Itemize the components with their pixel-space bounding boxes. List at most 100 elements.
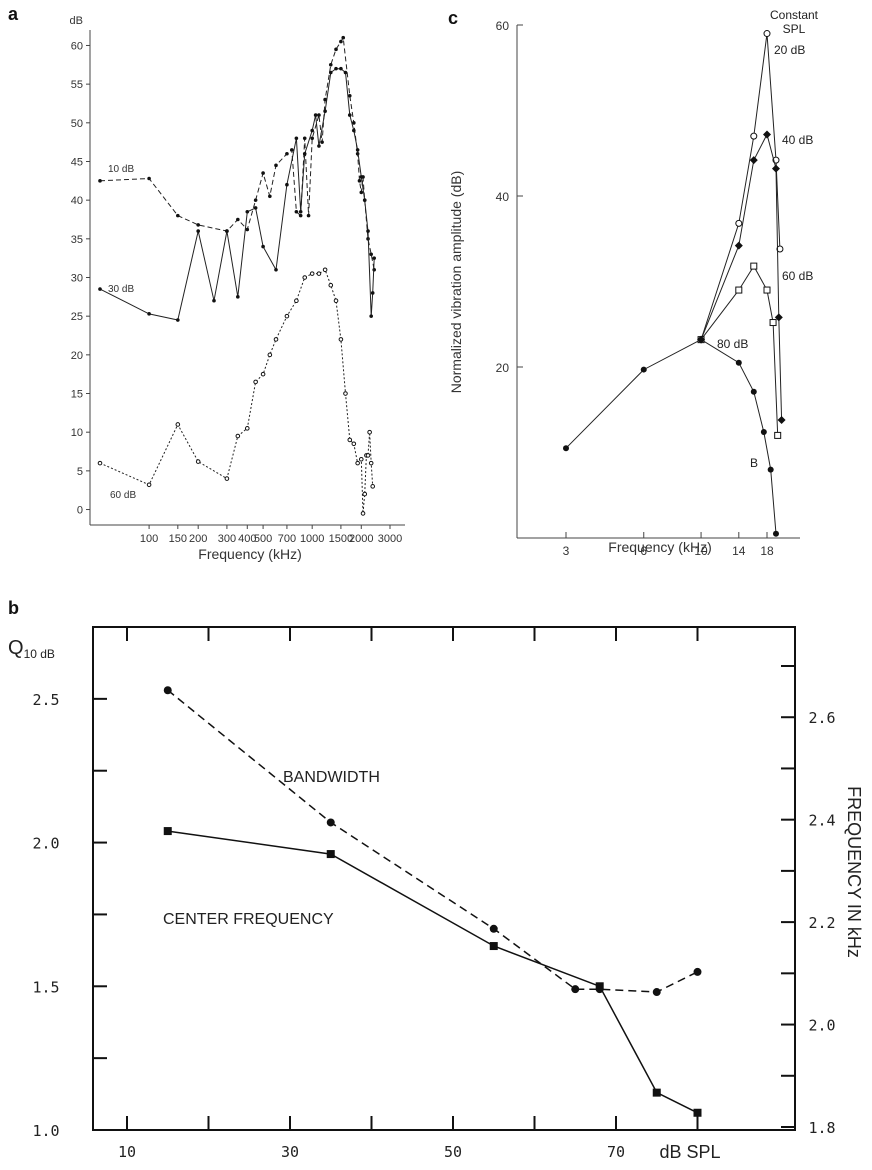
point-a-60-db-19 — [338, 337, 344, 342]
point-a-60-db-13 — [302, 275, 308, 280]
x-tick-label-a-500: 500 — [254, 533, 272, 545]
point-a-30-db-27 — [362, 198, 367, 202]
point-a-60-db-11 — [284, 313, 290, 319]
point-c-80-db-4 — [750, 388, 757, 395]
x-tick-label-a-150: 150 — [169, 533, 187, 545]
point-a-30-db-17 — [317, 144, 321, 148]
panel-label-b: b — [8, 598, 19, 618]
point-c-60-db-3 — [763, 286, 771, 294]
series-label-c-60-db: 60 dB — [782, 269, 813, 283]
y-tick-label-c-60: 60 — [496, 19, 510, 33]
y-tick-label-a-30: 30 — [71, 273, 83, 285]
point-c-40-db-1 — [734, 241, 743, 250]
point-a-30-db-19 — [328, 70, 333, 75]
series-line-a-30-db — [99, 68, 375, 321]
point-c-20-db-5 — [776, 245, 784, 253]
point-a-30-db-2 — [176, 318, 180, 322]
point-a-10-db-5 — [236, 217, 240, 222]
point-a-30-db-31 — [372, 256, 376, 260]
point-a-30-db-30 — [370, 291, 375, 295]
series-label-a-10-db: 10 dB — [108, 164, 134, 175]
point-c-80-db-2 — [698, 336, 705, 343]
point-b-bandwidth-5 — [652, 988, 661, 997]
x-tick-label-a-700: 700 — [278, 533, 296, 545]
point-c-40-db-5 — [774, 313, 783, 322]
point-a-10-db-21 — [328, 63, 333, 67]
y-tick-label-b-right-2.2: 2.2 — [808, 914, 835, 932]
point-b-bandwidth-6 — [693, 967, 702, 976]
point-c-20-db-1 — [735, 219, 743, 227]
point-a-30-db-0 — [98, 287, 102, 291]
y-tick-label-a-15: 15 — [71, 389, 83, 401]
point-b-bandwidth-2 — [489, 924, 498, 933]
point-a-10-db-18 — [317, 113, 321, 117]
series-label-b-bandwidth: BANDWIDTH — [283, 769, 380, 786]
y-tick-label-b-2.0: 2.0 — [32, 835, 59, 853]
point-a-30-db-11 — [285, 182, 289, 187]
point-a-60-db-29 — [367, 429, 372, 435]
point-a-60-db-31 — [370, 484, 376, 489]
point-c-20-db-2 — [750, 132, 758, 140]
plot-frame-b — [92, 626, 796, 1131]
point-a-60-db-12 — [294, 298, 299, 304]
point-a-60-db-14 — [309, 271, 315, 276]
point-a-10-db-19 — [320, 140, 324, 144]
point-c-60-db-2 — [750, 262, 758, 270]
y-tick-label-a-25: 25 — [71, 311, 83, 323]
point-a-10-db-28 — [357, 179, 362, 183]
point-a-30-db-21 — [339, 66, 343, 71]
point-a-60-db-0 — [97, 460, 103, 466]
point-a-30-db-4 — [212, 298, 216, 303]
point-a-30-db-8 — [253, 206, 258, 210]
point-a-60-db-16 — [322, 267, 328, 273]
point-a-30-db-16 — [313, 113, 318, 117]
point-a-30-db-29 — [369, 314, 373, 318]
y-tick-label-b-1.0: 1.0 — [32, 1122, 59, 1140]
point-a-30-db-3 — [196, 229, 200, 233]
point-a-10-db-2 — [176, 213, 180, 218]
point-a-10-db-8 — [261, 171, 265, 175]
point-a-30-db-1 — [147, 312, 151, 316]
series-line-a-10-db — [99, 36, 375, 270]
point-a-60-db-3 — [195, 459, 201, 464]
series-label-b-center-frequency: CENTER FREQUENCY — [163, 911, 334, 928]
point-a-10-db-6 — [245, 227, 250, 232]
point-c-80-db-6 — [767, 466, 774, 473]
annotation-b: B — [750, 456, 758, 470]
point-b-center-frequency-1 — [326, 850, 335, 859]
point-a-60-db-28 — [365, 453, 371, 458]
annotation-constant: Constant — [770, 8, 819, 22]
point-a-10-db-1 — [147, 176, 151, 181]
y-tick-label-a-10: 10 — [71, 427, 83, 439]
x-tick-label-a-3000: 3000 — [378, 533, 402, 545]
point-b-center-frequency-3 — [595, 982, 604, 991]
series-line-c-20-db — [700, 33, 781, 340]
point-c-40-db-6 — [777, 416, 786, 425]
x-tick-label-b-30: 30 — [281, 1143, 299, 1161]
series-line-a-60-db — [99, 269, 374, 514]
panel-label-a: a — [8, 4, 19, 24]
point-a-30-db-24 — [352, 128, 356, 133]
point-a-30-db-7 — [245, 209, 250, 214]
x-axis-title-a: Frequency (kHz) — [198, 546, 301, 562]
panel-label-c: c — [448, 8, 458, 28]
point-c-60-db-5 — [774, 431, 782, 439]
x-tick-label-c-3: 3 — [563, 544, 570, 558]
point-a-10-db-20 — [323, 97, 327, 102]
y-tick-label-a-60: 60 — [71, 40, 83, 52]
point-c-80-db-1 — [640, 366, 647, 373]
series-label-c-40-db: 40 dB — [782, 133, 813, 147]
point-c-80-db-0 — [563, 445, 569, 452]
point-c-40-db-3 — [763, 130, 771, 139]
y-axis-title-b-right: FREQUENCY IN kHz — [844, 786, 864, 958]
point-a-60-db-22 — [351, 441, 357, 447]
point-a-10-db-25 — [347, 93, 352, 98]
series-label-c-80-db: 80 dB — [717, 337, 748, 351]
point-a-30-db-20 — [334, 66, 338, 71]
point-a-60-db-23 — [355, 460, 360, 466]
annotation-spl: SPL — [783, 22, 806, 36]
y-tick-label-b-right-1.8: 1.8 — [808, 1119, 835, 1137]
x-tick-label-a-400: 400 — [238, 533, 256, 545]
point-c-40-db-4 — [771, 164, 780, 173]
